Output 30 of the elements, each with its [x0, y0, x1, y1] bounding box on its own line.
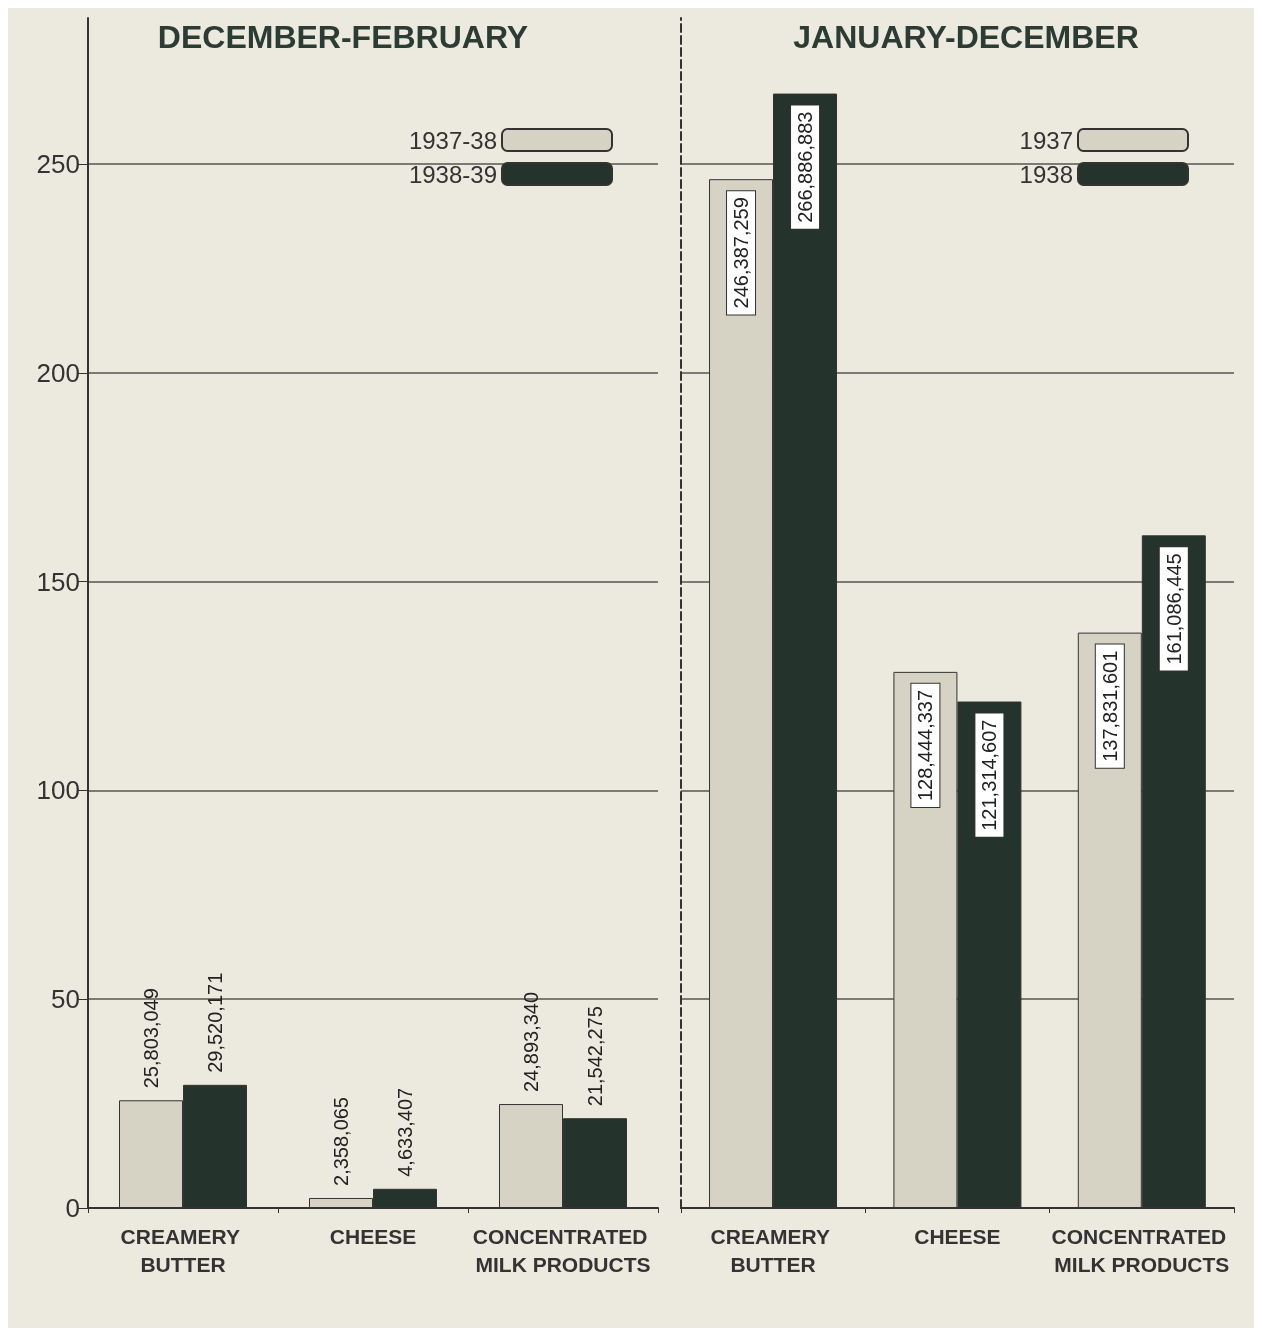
annotation: 161,086,445 [1162, 553, 1185, 665]
y-tick-label: 100 [36, 775, 80, 806]
annotation: 4,633,407 [394, 1087, 416, 1177]
x-tick-label: CREAMERY BUTTER [710, 1224, 836, 1276]
annotation: 25,803,049 [140, 988, 162, 1089]
chart-title: JANUARY-DECEMBER [793, 19, 1139, 55]
annotation: 21,542,275 [584, 1006, 606, 1107]
x-tick-label: CONCENTRATED MILK PRODUCTS [472, 1224, 654, 1276]
y-tick-label: 250 [36, 149, 80, 180]
annotation: 128,444,337 [914, 689, 937, 802]
y-tick-label: 150 [36, 566, 80, 597]
annotation: 24,893,340 [520, 991, 542, 1093]
annotation: 29,520,171 [204, 972, 226, 1073]
annotation: 121,314,607 [978, 719, 1001, 831]
x-tick-label: CREAMERY BUTTER [120, 1224, 246, 1276]
x-tick-label: CHEESE [914, 1224, 1001, 1248]
annotation: 246,387,259 [730, 197, 753, 309]
y-tick-label: 200 [36, 357, 80, 388]
x-tick-label: CONCENTRATED MILK PRODUCTS [1051, 1224, 1233, 1276]
annotation: 137,831,601 [1098, 650, 1121, 762]
legend-label: 1937 [1019, 126, 1073, 154]
legend-label: 1938-39 [408, 160, 497, 188]
annotation: 2,358,065 [330, 1096, 352, 1186]
chart-title: DECEMBER-FEBRUARY [157, 19, 529, 55]
y-tick-label: 0 [65, 1193, 80, 1223]
y-tick-label: 50 [51, 984, 80, 1015]
legend-label: 1938 [1019, 160, 1073, 188]
legend-label: 1937-38 [408, 126, 497, 154]
annotation: 266,886,883 [794, 111, 817, 223]
x-tick-label: CHEESE [329, 1224, 417, 1248]
